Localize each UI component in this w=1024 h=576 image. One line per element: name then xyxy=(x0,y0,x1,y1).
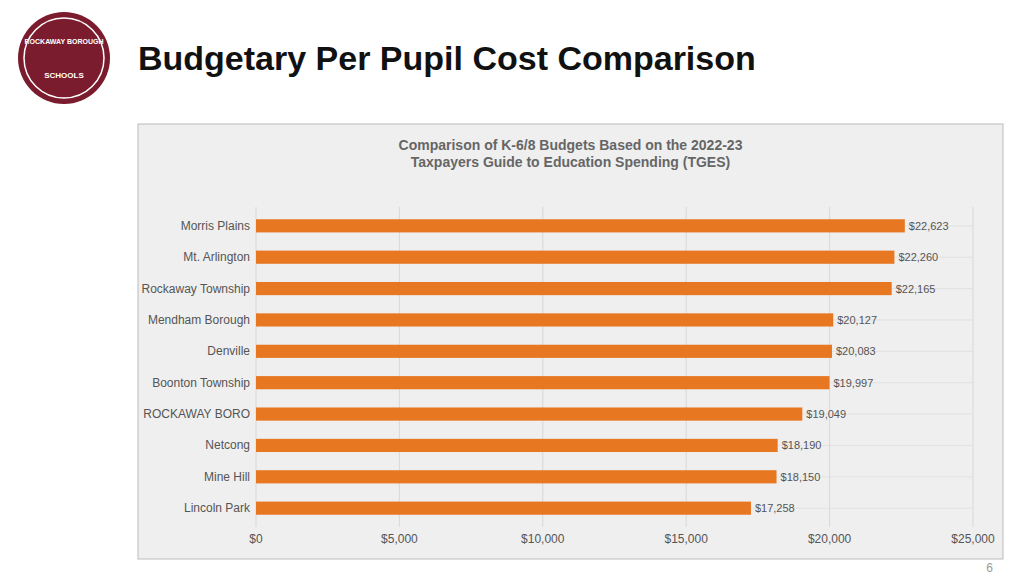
y-tick-label: Netcong xyxy=(205,438,250,452)
x-tick-label: $20,000 xyxy=(808,532,852,546)
data-label: $22,165 xyxy=(896,283,936,295)
x-tick-label: $10,000 xyxy=(521,532,565,546)
data-label: $22,260 xyxy=(898,251,938,263)
data-label: $20,127 xyxy=(837,314,877,326)
logo-text: SCHOOLS xyxy=(44,71,84,80)
bar xyxy=(256,219,905,232)
logo-text: ROCKAWAY BOROUGH xyxy=(25,38,104,45)
data-label: $17,258 xyxy=(755,502,795,514)
bar xyxy=(256,282,892,295)
data-label: $19,997 xyxy=(834,377,874,389)
logo-circle xyxy=(18,12,110,104)
y-tick-label: Lincoln Park xyxy=(184,501,251,515)
data-label: $18,190 xyxy=(782,439,822,451)
subtitle-line: Taxpayers Guide to Education Spending (T… xyxy=(411,154,730,170)
bars xyxy=(256,219,905,515)
bar xyxy=(256,313,833,326)
y-tick-label: Rockaway Township xyxy=(142,282,251,296)
bar xyxy=(256,376,830,389)
bar xyxy=(256,470,777,483)
y-tick-label: Morris Plains xyxy=(181,219,250,233)
page-number: 6 xyxy=(986,561,993,575)
y-tick-label: Boonton Township xyxy=(152,376,250,390)
grid xyxy=(256,207,973,527)
subtitle: Comparison of K-6/8 Budgets Based on the… xyxy=(399,137,743,170)
title: Budgetary Per Pupil Cost Comparison xyxy=(138,39,756,77)
data-label: $18,150 xyxy=(781,471,821,483)
logo-ring xyxy=(24,18,104,98)
x-tick-label: $5,000 xyxy=(381,532,418,546)
y-tick-label: Denville xyxy=(207,344,250,358)
y-tick-label: Mine Hill xyxy=(204,470,250,484)
bar xyxy=(256,407,802,420)
data-label: $22,623 xyxy=(909,220,949,232)
bar xyxy=(256,251,894,264)
logo: ROCKAWAY BOROUGH SCHOOLS xyxy=(18,12,110,104)
x-tick-label: $25,000 xyxy=(951,532,995,546)
chart-box xyxy=(138,124,1003,559)
data-labels: $17,258 $18,150 $18,190 $19,049 $19,997 $20,0… xyxy=(755,220,949,514)
bar xyxy=(256,502,751,515)
data-label: $19,049 xyxy=(806,408,846,420)
bar xyxy=(256,345,832,358)
y-tick-label: Mendham Borough xyxy=(148,313,250,327)
bar xyxy=(256,439,778,452)
data-label: $20,083 xyxy=(836,345,876,357)
chart: ROCKAWAY BOROUGH SCHOOLS Budgetary Per Pup… xyxy=(0,0,1024,576)
y-tick-label: Mt. Arlington xyxy=(183,250,250,264)
y-tick-label: ROCKAWAY BORO xyxy=(143,407,250,421)
x-tick-label: $0 xyxy=(249,532,263,546)
grid-line xyxy=(973,207,974,527)
x-axis: $0 $5,000 $10,000 $15,000 $20,000 $25,000 xyxy=(249,532,995,546)
subtitle-line: Comparison of K-6/8 Budgets Based on the… xyxy=(399,137,743,153)
x-tick-label: $15,000 xyxy=(665,532,709,546)
y-axis: Lincoln Park Mine Hill Netcong ROCKAWAY BOR… xyxy=(142,219,251,515)
